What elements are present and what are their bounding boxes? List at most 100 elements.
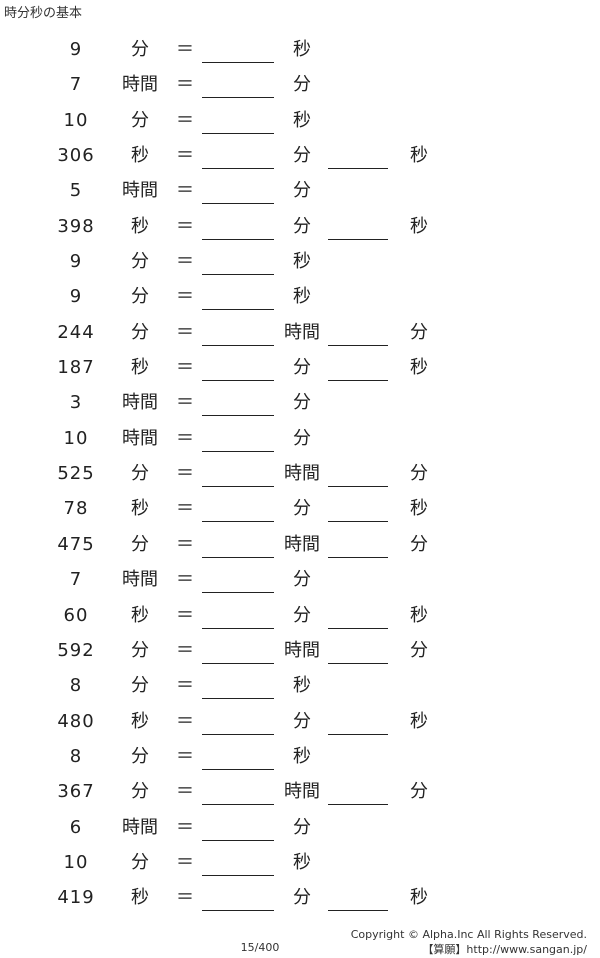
- answer-blank-1[interactable]: [202, 556, 274, 558]
- problem-row: 7 時間 ＝ 分: [0, 70, 600, 105]
- given-unit: 時間: [122, 569, 158, 591]
- answer-blank-1[interactable]: [202, 415, 274, 417]
- answer-unit-1: 時間: [284, 639, 320, 661]
- answer-blank-1[interactable]: [202, 910, 274, 912]
- answer-blank-2[interactable]: [328, 344, 388, 346]
- problem-row: 10 時間 ＝ 分: [0, 424, 600, 459]
- problem-row: 6 時間 ＝ 分: [0, 813, 600, 848]
- answer-unit-2: 秒: [410, 357, 428, 379]
- answer-unit-1: 秒: [293, 675, 311, 697]
- answer-blank-1[interactable]: [202, 168, 274, 170]
- given-value: 592: [57, 639, 95, 661]
- answer-unit-1: 秒: [293, 39, 311, 60]
- answer-unit-2: 秒: [410, 887, 428, 909]
- given-value: 5: [69, 180, 83, 202]
- given-value: 525: [57, 463, 95, 485]
- answer-blank-2[interactable]: [328, 804, 388, 806]
- given-value: 60: [63, 604, 89, 626]
- answer-blank-1[interactable]: [202, 132, 274, 134]
- answer-blank-2[interactable]: [328, 910, 388, 912]
- answer-unit-1: 分: [293, 215, 311, 237]
- given-unit: 分: [131, 109, 149, 131]
- given-value: 9: [69, 251, 83, 273]
- given-unit: 秒: [131, 498, 149, 520]
- answer-blank-2[interactable]: [328, 627, 388, 629]
- equals-sign: ＝: [176, 887, 194, 909]
- equals-sign: ＝: [176, 498, 194, 520]
- answer-blank-1[interactable]: [202, 627, 274, 629]
- equals-sign: ＝: [176, 781, 194, 803]
- answer-unit-1: 秒: [293, 109, 311, 131]
- equals-sign: ＝: [176, 604, 194, 626]
- answer-unit-2: 分: [410, 533, 428, 555]
- equals-sign: ＝: [176, 710, 194, 732]
- given-unit: 時間: [122, 427, 158, 449]
- answer-unit-2: 分: [410, 463, 428, 485]
- answer-blank-2[interactable]: [328, 521, 388, 523]
- given-unit: 分: [131, 251, 149, 273]
- answer-blank-1[interactable]: [202, 592, 274, 594]
- answer-blank-1[interactable]: [202, 804, 274, 806]
- problem-row: 7 時間 ＝ 分: [0, 565, 600, 600]
- answer-blank-1[interactable]: [202, 238, 274, 240]
- given-value: 9: [69, 39, 83, 60]
- answer-blank-1[interactable]: [202, 733, 274, 735]
- answer-unit-2: 分: [410, 639, 428, 661]
- answer-blank-1[interactable]: [202, 874, 274, 876]
- answer-blank-1[interactable]: [202, 62, 274, 63]
- answer-blank-1[interactable]: [202, 97, 274, 99]
- answer-blank-2[interactable]: [328, 556, 388, 558]
- equals-sign: ＝: [176, 463, 194, 485]
- given-value: 10: [63, 851, 89, 873]
- problem-row: 398 秒 ＝ 分 秒: [0, 212, 600, 247]
- answer-unit-1: 分: [293, 604, 311, 626]
- given-value: 187: [57, 357, 95, 379]
- given-unit: 分: [131, 533, 149, 555]
- problem-row: 10 分 ＝ 秒: [0, 848, 600, 883]
- given-unit: 分: [131, 675, 149, 697]
- answer-blank-2[interactable]: [328, 168, 388, 170]
- given-value: 306: [57, 145, 95, 167]
- answer-blank-2[interactable]: [328, 662, 388, 664]
- given-unit: 分: [131, 321, 149, 343]
- answer-unit-1: 分: [293, 816, 311, 838]
- answer-blank-1[interactable]: [202, 203, 274, 205]
- problem-row: 187 秒 ＝ 分 秒: [0, 353, 600, 388]
- answer-blank-2[interactable]: [328, 380, 388, 382]
- answer-blank-1[interactable]: [202, 768, 274, 770]
- equals-sign: ＝: [176, 675, 194, 697]
- answer-blank-1[interactable]: [202, 344, 274, 346]
- answer-blank-2[interactable]: [328, 238, 388, 240]
- given-value: 7: [69, 74, 83, 96]
- equals-sign: ＝: [176, 745, 194, 767]
- answer-blank-1[interactable]: [202, 380, 274, 382]
- answer-blank-1[interactable]: [202, 486, 274, 488]
- equals-sign: ＝: [176, 109, 194, 131]
- answer-blank-1[interactable]: [202, 309, 274, 311]
- given-unit: 分: [131, 639, 149, 661]
- problem-row: 480 秒 ＝ 分 秒: [0, 707, 600, 742]
- problem-row: 592 分 ＝ 時間 分: [0, 636, 600, 671]
- answer-blank-1[interactable]: [202, 662, 274, 664]
- answer-unit-2: 秒: [410, 215, 428, 237]
- answer-unit-1: 秒: [293, 286, 311, 308]
- answer-blank-1[interactable]: [202, 521, 274, 523]
- answer-unit-1: 秒: [293, 851, 311, 873]
- answer-unit-1: 時間: [284, 463, 320, 485]
- answer-blank-1[interactable]: [202, 839, 274, 841]
- answer-unit-1: 分: [293, 569, 311, 591]
- given-unit: 時間: [122, 816, 158, 838]
- answer-blank-1[interactable]: [202, 698, 274, 700]
- answer-blank-2[interactable]: [328, 486, 388, 488]
- answer-unit-1: 分: [293, 498, 311, 520]
- problem-row: 60 秒 ＝ 分 秒: [0, 601, 600, 636]
- given-unit: 分: [131, 39, 149, 60]
- equals-sign: ＝: [176, 286, 194, 308]
- given-value: 6: [69, 816, 83, 838]
- answer-blank-1[interactable]: [202, 274, 274, 276]
- answer-blank-1[interactable]: [202, 450, 274, 452]
- answer-blank-2[interactable]: [328, 733, 388, 735]
- given-unit: 時間: [122, 74, 158, 96]
- given-value: 8: [69, 745, 83, 767]
- equals-sign: ＝: [176, 251, 194, 273]
